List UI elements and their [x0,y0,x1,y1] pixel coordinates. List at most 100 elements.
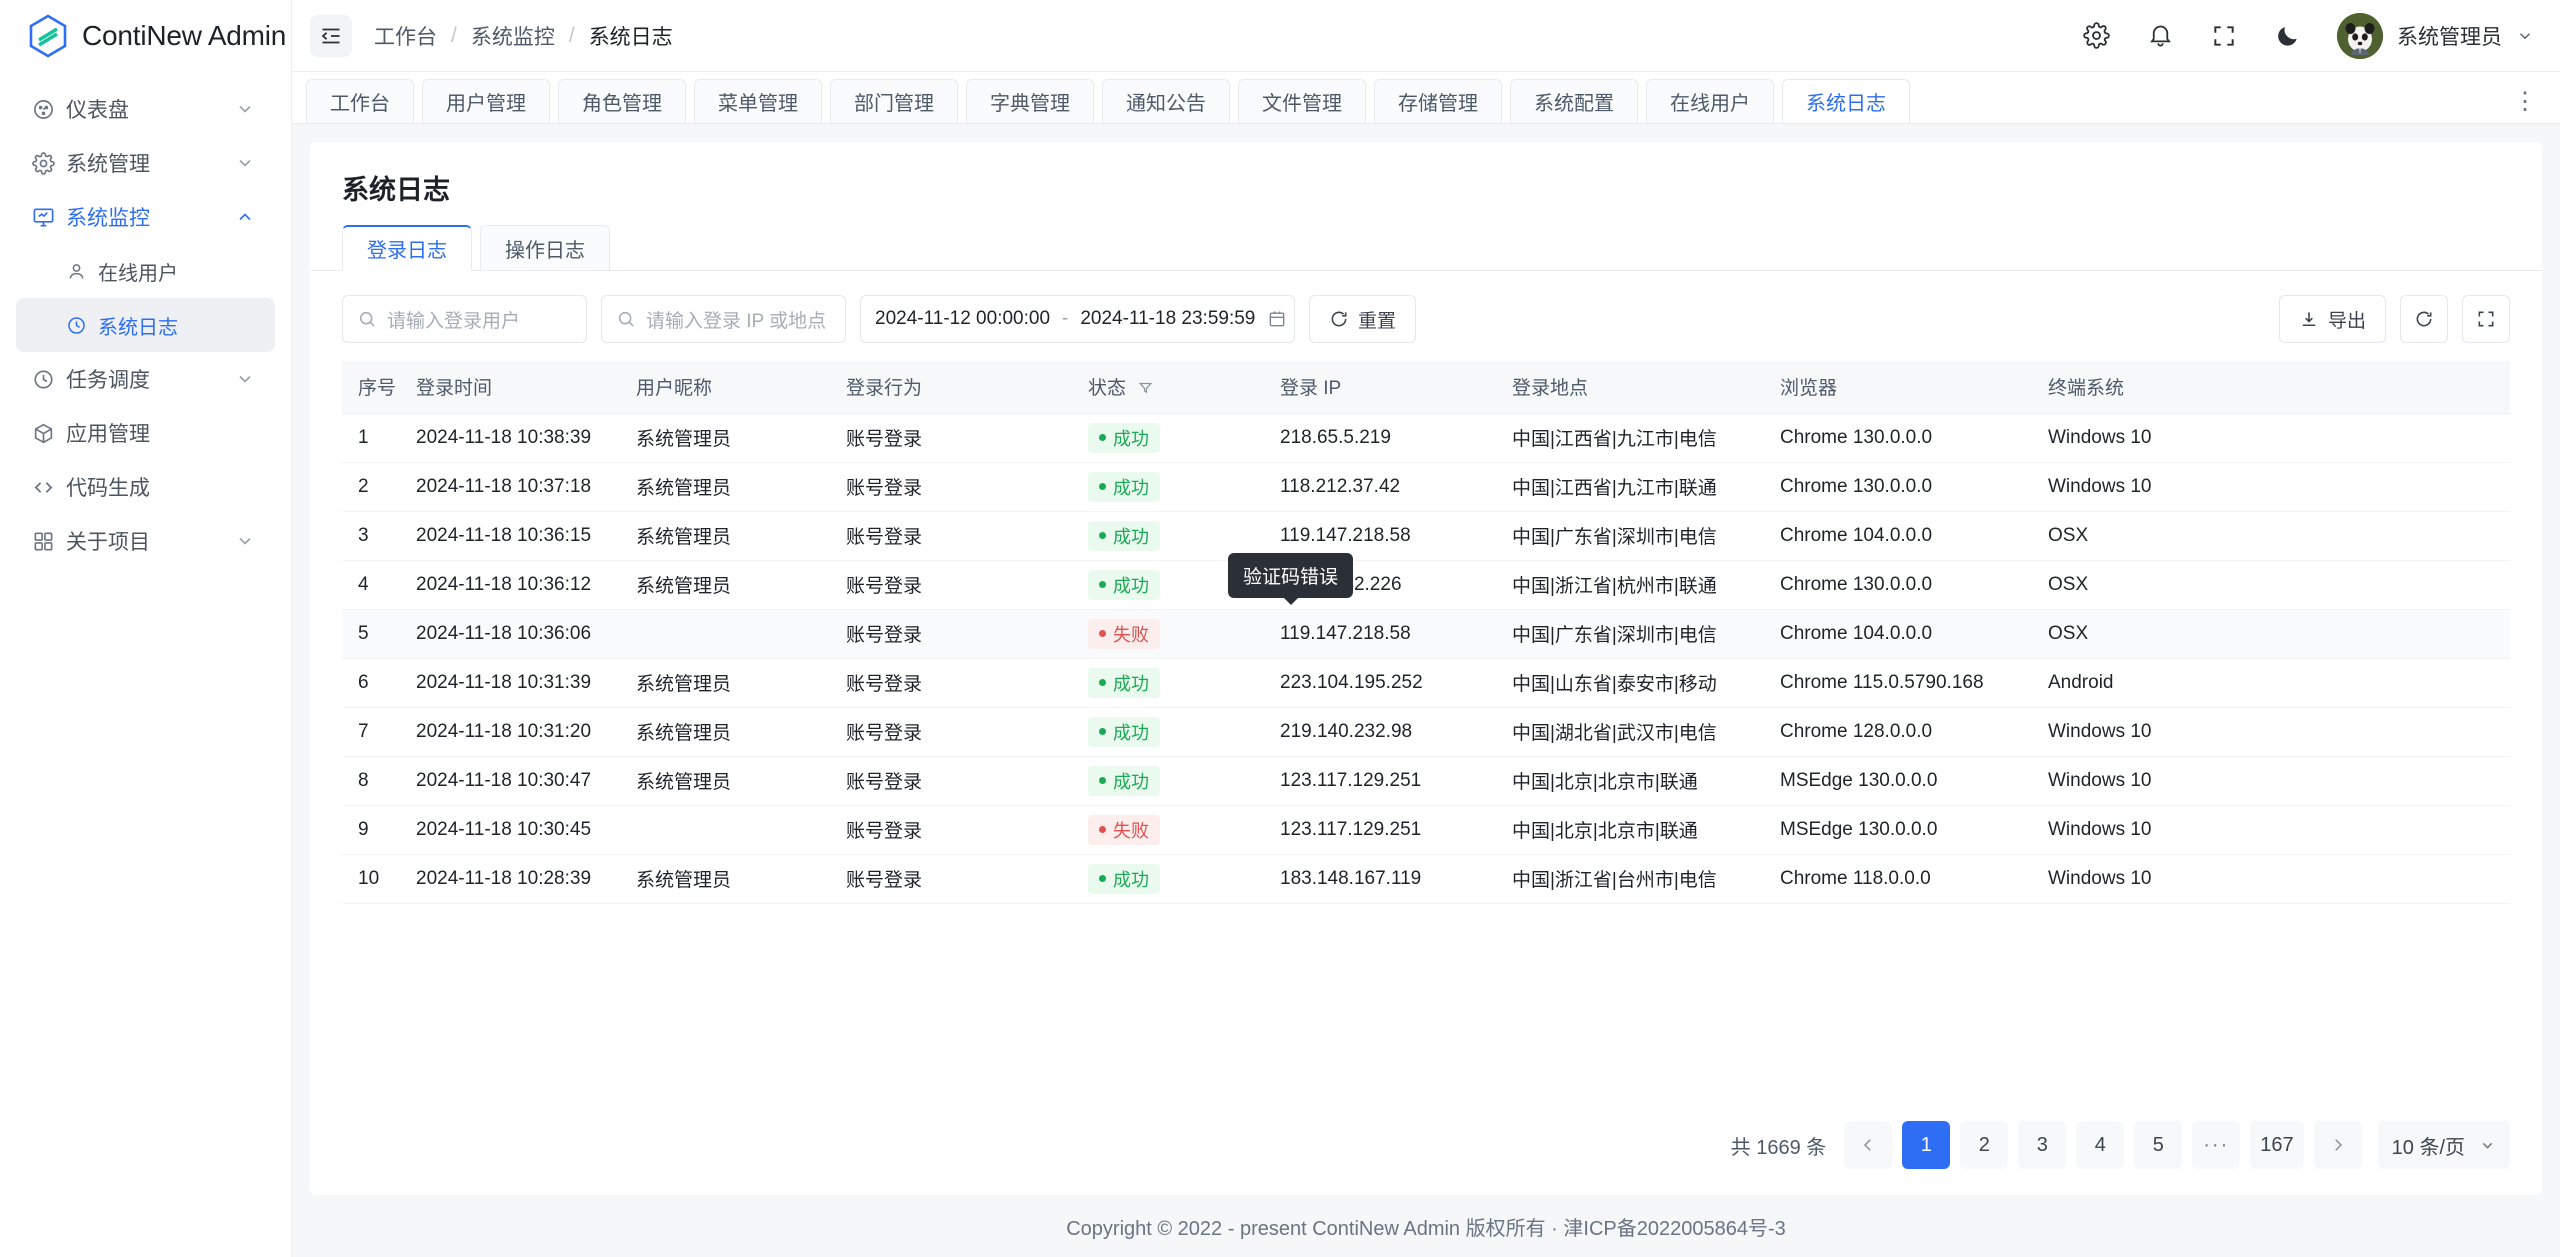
tab-workbench[interactable]: 工作台 [306,79,414,123]
tab-online-users[interactable]: 在线用户 [1646,79,1774,123]
filter-icon[interactable] [1138,378,1153,399]
page-button-5[interactable]: 5 [2134,1121,2183,1169]
col-login-action: 登录行为 [838,361,1080,414]
sidebar-item-online-users[interactable]: 在线用户 [16,244,275,298]
sidebar: ContiNew Admin 仪表盘 系统管理 [0,0,292,1257]
table-row[interactable]: 5 2024-11-18 10:36:06 账号登录 失败 119.147.21… [342,609,2510,659]
cell-time: 2024-11-18 10:31:20 [408,707,628,757]
cell-nick: 系统管理员 [628,560,838,610]
subtab-login-log[interactable]: 登录日志 [342,225,472,271]
login-user-search-input[interactable]: 请输入登录用户 [342,295,587,343]
status-tooltip: 验证码错误 [1228,553,1354,598]
page-ellipsis[interactable]: ··· [2192,1121,2241,1169]
page-tabbar: 工作台 用户管理 角色管理 菜单管理 部门管理 字典管理 通知公告 文件管理 存… [292,72,2560,124]
sidebar-item-system-log[interactable]: 系统日志 [16,298,275,352]
table-row[interactable]: 2 2024-11-18 10:37:18 系统管理员 账号登录 成功 118.… [342,462,2510,512]
reset-button[interactable]: 重置 [1309,295,1417,343]
tab-notice[interactable]: 通知公告 [1102,79,1230,123]
tab-user-management[interactable]: 用户管理 [422,79,550,123]
tab-system-log[interactable]: 系统日志 [1782,79,1910,123]
status-dot [1099,777,1106,784]
brand[interactable]: ContiNew Admin [0,0,291,72]
sidebar-item-system-management[interactable]: 系统管理 [16,136,275,190]
status-label: 失败 [1113,820,1149,841]
cell-location: 中国|北京|北京市|联通 [1504,756,1772,806]
table-row[interactable]: 8 2024-11-18 10:30:47 系统管理员 账号登录 成功 123.… [342,756,2510,806]
prev-page-button[interactable] [1844,1121,1893,1169]
cell-no: 1 [342,413,408,463]
next-page-button[interactable] [2313,1121,2362,1169]
collapse-sidebar-icon[interactable] [310,14,352,57]
subtab-operation-log[interactable]: 操作日志 [480,225,610,271]
toolbar-actions: 导出 [2278,295,2510,343]
chevron-down-icon [235,153,257,173]
user-menu[interactable]: 系统管理员 [2337,12,2534,59]
monitor-icon [32,206,66,229]
tab-storage-management[interactable]: 存储管理 [1374,79,1502,123]
page-button-3[interactable]: 3 [2018,1121,2067,1169]
cell-location: 中国|广东省|深圳市|电信 [1504,609,1772,659]
table-row[interactable]: 6 2024-11-18 10:31:39 系统管理员 账号登录 成功 223.… [342,658,2510,708]
cell-no: 3 [342,511,408,561]
sidebar-item-task-scheduling[interactable]: 任务调度 [16,352,275,406]
page-size-select[interactable]: 10 条/页 [2377,1121,2510,1169]
more-vertical-icon[interactable]: ⋮ [2513,87,2539,115]
status-badge[interactable]: 失败 [1088,814,1160,845]
status-badge[interactable]: 失败 [1088,618,1160,649]
cell-location: 中国|山东省|泰安市|移动 [1504,658,1772,708]
sidebar-item-dashboard[interactable]: 仪表盘 [16,82,275,136]
tab-file-management[interactable]: 文件管理 [1238,79,1366,123]
page-size-label: 10 条/页 [2391,1136,2465,1159]
date-range-start[interactable]: 2024-11-12 00:00:00 [875,308,1051,329]
login-ip-search-input[interactable]: 请输入登录 IP 或地点 [601,295,846,343]
table-row[interactable]: 4 2024-11-18 10:36:12 系统管理员 账号登录 成功 124.… [342,560,2510,610]
cell-os: Windows 10 [2040,756,2510,806]
dark-mode-icon[interactable] [2273,21,2303,51]
page-button-4[interactable]: 4 [2076,1121,2125,1169]
cell-status: 成功 [1080,707,1272,757]
table-row[interactable]: 10 2024-11-18 10:28:39 系统管理员 账号登录 成功 183… [342,854,2510,904]
breadcrumb-item-0[interactable]: 工作台 [374,25,437,49]
export-button[interactable]: 导出 [2278,295,2386,343]
sidebar-item-code-generation[interactable]: 代码生成 [16,460,275,514]
sidebar-item-app-management[interactable]: 应用管理 [16,406,275,460]
status-dot [1099,728,1106,735]
download-icon [2299,309,2319,329]
status-label: 成功 [1113,673,1149,694]
tab-menu-management[interactable]: 菜单管理 [694,79,822,123]
tab-role-management[interactable]: 角色管理 [558,79,686,123]
cell-status: 成功 [1080,854,1272,904]
date-range-end[interactable]: 2024-11-18 23:59:59 [1080,308,1256,329]
sidebar-item-about-project[interactable]: 关于项目 [16,514,275,568]
cell-browser: Chrome 128.0.0.0 [1772,707,2040,757]
page-button-last[interactable]: 167 [2250,1121,2304,1169]
breadcrumb-item-1[interactable]: 系统监控 [470,25,555,49]
fullscreen-table-button[interactable] [2462,295,2510,343]
refresh-table-button[interactable] [2400,295,2448,343]
footer: Copyright © 2022 - present ContiNew Admi… [310,1195,2542,1257]
tab-dictionary-management[interactable]: 字典管理 [966,79,1094,123]
page-button-1[interactable]: 1 [1902,1121,1951,1169]
sidebar-item-system-monitor[interactable]: 系统监控 [16,190,275,244]
avatar [2337,12,2383,59]
cell-nick: 系统管理员 [628,658,838,708]
status-label: 成功 [1113,477,1149,498]
status-badge: 成功 [1088,716,1160,747]
topbar: 工作台 / 系统监控 / 系统日志 [292,0,2560,72]
table-row[interactable]: 1 2024-11-18 10:38:39 系统管理员 账号登录 成功 218.… [342,413,2510,463]
bell-icon[interactable] [2145,21,2175,51]
page-button-2[interactable]: 2 [1960,1121,2009,1169]
gear-icon[interactable] [2081,21,2111,51]
cell-location: 中国|江西省|九江市|电信 [1504,413,1772,463]
table-row[interactable]: 7 2024-11-18 10:31:20 系统管理员 账号登录 成功 219.… [342,707,2510,757]
table-row[interactable]: 9 2024-11-18 10:30:45 账号登录 失败 123.117.12… [342,805,2510,855]
fullscreen-icon[interactable] [2209,21,2239,51]
status-label: 成功 [1113,869,1149,890]
tab-system-config[interactable]: 系统配置 [1510,79,1638,123]
cell-time: 2024-11-18 10:28:39 [408,854,628,904]
tab-department-management[interactable]: 部门管理 [830,79,958,123]
date-range-separator: - [1062,308,1069,329]
table-row[interactable]: 3 2024-11-18 10:36:15 系统管理员 账号登录 成功 119.… [342,511,2510,561]
date-range-picker[interactable]: 2024-11-12 00:00:00 - 2024-11-18 23:59:5… [860,295,1295,343]
sidebar-menu: 仪表盘 系统管理 系统监控 [0,72,291,568]
